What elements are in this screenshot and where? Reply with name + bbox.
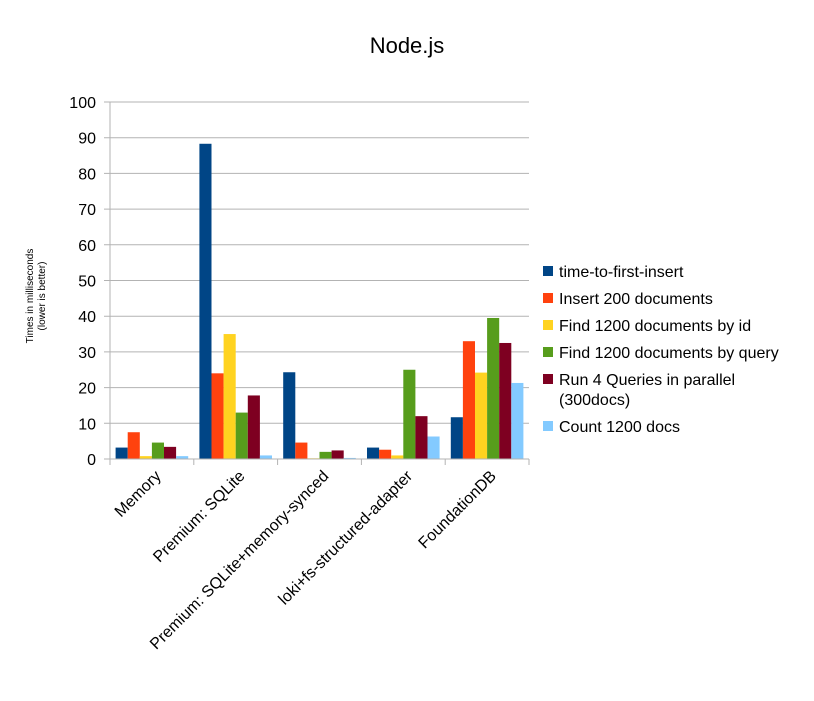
legend-swatch (543, 293, 553, 303)
bar (151, 442, 164, 459)
bar (127, 432, 140, 459)
grid-lines (104, 101, 529, 460)
bar (450, 417, 463, 459)
bar (211, 373, 224, 459)
bar (139, 456, 152, 459)
y-axis-label-line-2: (lower is better) (37, 262, 48, 331)
bar (295, 442, 308, 459)
bar (223, 334, 236, 459)
bar (462, 341, 475, 459)
bars (115, 143, 524, 460)
bar (487, 317, 500, 459)
bar (403, 369, 416, 459)
bar (319, 451, 332, 459)
legend-label: Count 1200 docs (559, 419, 680, 436)
y-tick-label: 70 (78, 202, 96, 219)
x-category-label: Premium: SQLite (150, 468, 248, 566)
legend-label: time-to-first-insert (559, 264, 684, 281)
bar (475, 372, 488, 459)
legend-label: Find 1200 documents by id (559, 318, 751, 335)
legend-label: Run 4 Queries in parallel (559, 372, 735, 389)
x-category-label: Premium: SQLite+memory-synced (147, 468, 332, 653)
bar (176, 456, 189, 459)
y-tick-label: 50 (78, 274, 96, 291)
legend-swatch (543, 347, 553, 357)
y-tick-label: 60 (78, 238, 96, 255)
axes (109, 102, 530, 465)
bar (283, 372, 296, 459)
y-axis-ticks: 0 10 20 30 40 50 60 70 80 90 100 (69, 95, 96, 469)
x-category-label: Memory (112, 468, 165, 521)
legend-label: Find 1200 documents by query (559, 345, 779, 362)
chart-title: Node.js (370, 33, 445, 58)
bar (499, 342, 512, 459)
bar (511, 382, 524, 459)
bar (343, 457, 356, 459)
x-category-label: loki+fs-structured-adapter (276, 467, 417, 608)
bar (427, 436, 440, 459)
y-tick-label: 20 (78, 381, 96, 398)
y-tick-label: 80 (78, 166, 96, 183)
bar (235, 412, 248, 459)
bar (115, 447, 128, 459)
y-tick-label: 0 (87, 452, 96, 469)
y-axis-label-line-1: Times in milliseconds (25, 249, 36, 344)
bar (391, 455, 404, 459)
legend-swatch (543, 320, 553, 330)
x-category-label: FoundationDB (416, 468, 500, 552)
legend: time-to-first-insert Insert 200 documents… (543, 264, 779, 436)
bar (199, 143, 212, 460)
legend-swatch (543, 421, 553, 431)
bar (164, 446, 177, 459)
y-tick-label: 90 (78, 131, 96, 148)
bar (259, 455, 272, 459)
bar (331, 450, 344, 459)
legend-label: Insert 200 documents (559, 291, 713, 308)
bar (379, 449, 392, 459)
y-axis-label: Times in milliseconds (lower is better) (25, 249, 48, 344)
legend-swatch (543, 266, 553, 276)
y-tick-label: 40 (78, 309, 96, 326)
y-tick-label: 10 (78, 416, 96, 433)
bar (247, 395, 260, 459)
y-tick-label: 30 (78, 345, 96, 362)
legend-swatch (543, 374, 553, 384)
legend-label: (300docs) (559, 392, 630, 409)
y-tick-label: 100 (69, 95, 96, 112)
bar (415, 416, 428, 459)
bar (367, 447, 380, 459)
